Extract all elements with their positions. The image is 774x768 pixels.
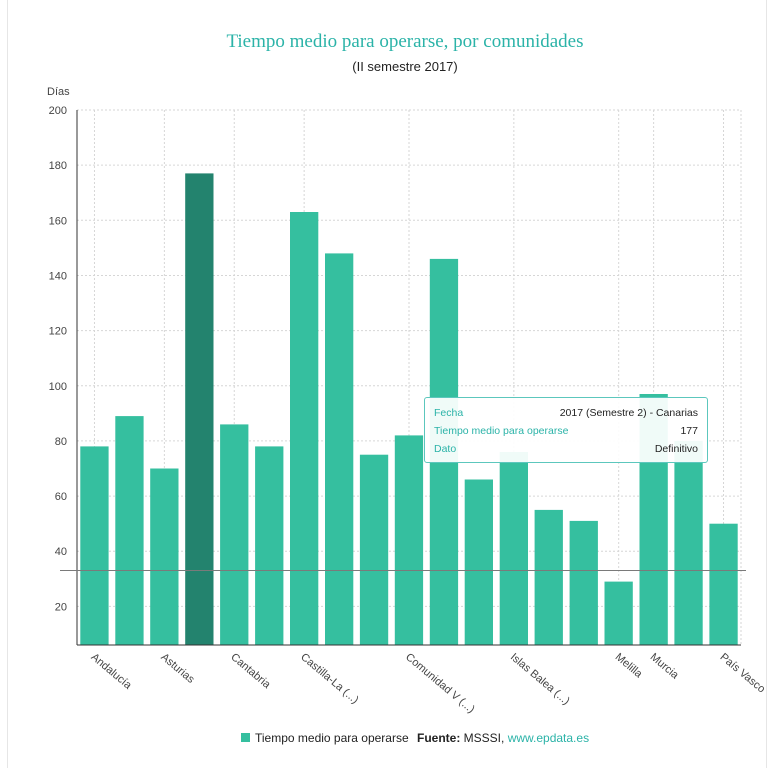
y-tick-label: 160 <box>49 215 67 227</box>
bar[interactable] <box>604 581 633 645</box>
bar[interactable] <box>569 520 598 645</box>
tooltip-row-date: Fecha 2017 (Semestre 2) - Canarias <box>434 404 698 422</box>
tooltip: Fecha 2017 (Semestre 2) - Canarias Tiemp… <box>424 397 708 463</box>
source-text: MSSSI, <box>460 731 507 745</box>
x-tick-label: Islas Balea (...) <box>508 651 572 707</box>
legend-swatch[interactable] <box>241 733 250 742</box>
y-tick-label: 100 <box>49 381 67 393</box>
x-tick-label: Melilla <box>613 651 645 681</box>
x-tick-label: Castilla-La (...) <box>298 651 361 706</box>
tooltip-row-metric: Tiempo medio para operarse 177 <box>434 422 698 440</box>
y-tick-label: 180 <box>49 160 67 172</box>
x-tick-label: País Vasco <box>718 651 768 695</box>
bar[interactable] <box>499 452 528 645</box>
y-tick-label: 80 <box>55 436 67 448</box>
y-tick-label: 20 <box>55 601 67 613</box>
bar[interactable] <box>220 424 249 645</box>
tooltip-value: 2017 (Semestre 2) - Canarias <box>559 407 698 419</box>
chart-frame <box>7 0 767 768</box>
bar[interactable] <box>464 479 493 646</box>
y-tick-label: 120 <box>49 326 67 338</box>
source-link[interactable]: www.epdata.es <box>507 731 589 745</box>
y-tick-label: 140 <box>49 270 67 282</box>
bar[interactable] <box>709 523 738 645</box>
y-axis-label: Días <box>47 86 70 98</box>
y-tick-label: 60 <box>55 491 67 503</box>
bar[interactable] <box>80 446 109 645</box>
bar[interactable] <box>325 253 354 645</box>
bar[interactable] <box>150 468 179 646</box>
tooltip-key: Dato <box>434 443 457 455</box>
tooltip-key: Tiempo medio para operarse <box>434 425 569 437</box>
axes <box>60 110 746 646</box>
bar[interactable] <box>359 454 389 645</box>
bar[interactable] <box>185 173 214 645</box>
x-tick-label: Comunidad V (...) <box>403 651 477 716</box>
x-tick-label: Cantabria <box>228 651 273 691</box>
legend-label[interactable]: Tiempo medio para operarse <box>255 731 409 745</box>
x-tick-label: Andalucía <box>89 651 135 692</box>
tooltip-value: 177 <box>680 425 698 437</box>
bar[interactable] <box>290 212 319 645</box>
tooltip-key: Fecha <box>434 407 464 419</box>
chart-subtitle: (II semestre 2017) <box>352 59 458 74</box>
tooltip-row-status: Dato Definitivo <box>434 440 698 458</box>
bar[interactable] <box>674 440 703 645</box>
bar[interactable] <box>115 416 144 645</box>
bar[interactable] <box>534 509 563 645</box>
chart-title: Tiempo medio para operarse, por comunida… <box>226 31 583 52</box>
tooltip-value: Definitivo <box>654 443 698 455</box>
x-tick-label: Murcia <box>648 651 682 682</box>
source-line: Fuente: MSSSI, www.epdata.es <box>417 731 589 745</box>
x-tick-label: Asturias <box>158 651 197 686</box>
bar[interactable] <box>394 435 424 645</box>
source-label: Fuente: <box>417 731 460 745</box>
y-tick-label: 200 <box>49 105 67 117</box>
y-tick-label: 40 <box>55 546 67 558</box>
bars <box>80 173 738 646</box>
bar[interactable] <box>255 446 284 645</box>
